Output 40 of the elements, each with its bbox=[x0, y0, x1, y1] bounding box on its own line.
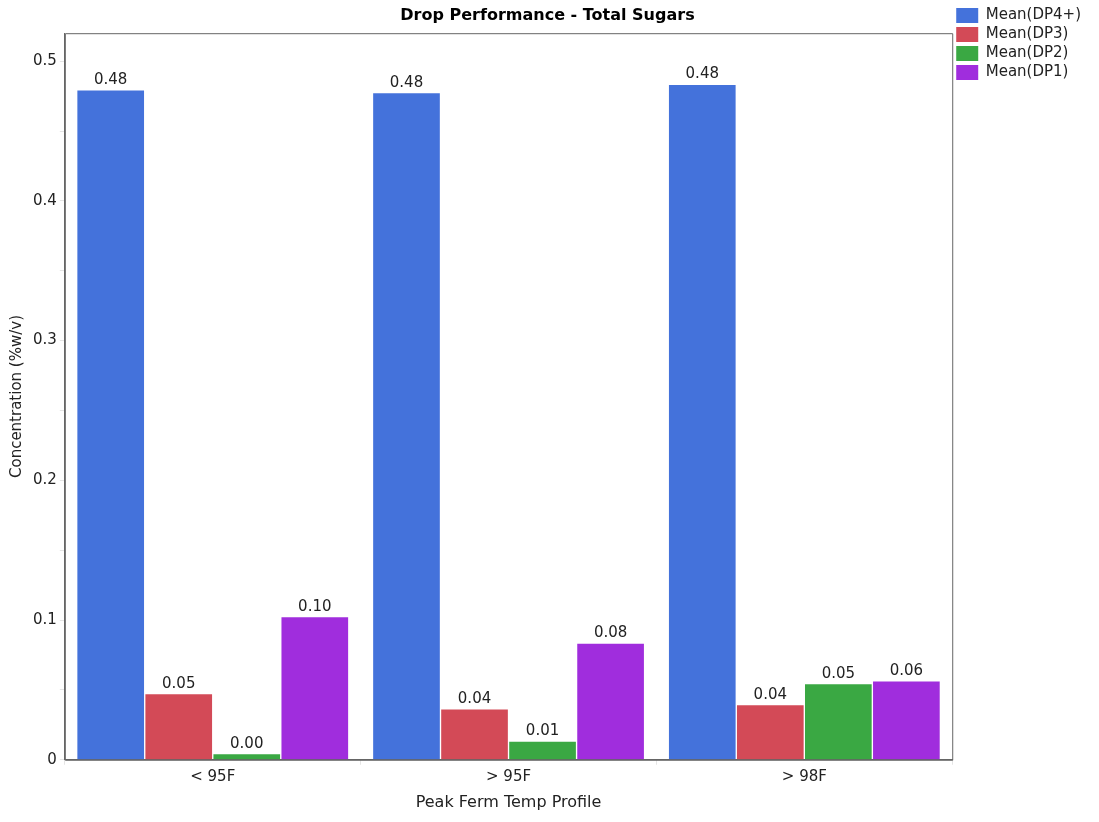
data-label: 0.10 bbox=[298, 596, 332, 615]
data-label: 0.48 bbox=[685, 64, 719, 83]
data-label: 0.05 bbox=[162, 673, 196, 692]
y-tick-label: 0 bbox=[47, 749, 57, 768]
x-axis-title: Peak Ferm Temp Profile bbox=[415, 791, 602, 811]
y-axis-title: Concentration (%w/v) bbox=[6, 314, 25, 479]
bar bbox=[77, 90, 145, 760]
data-label: 0.01 bbox=[525, 721, 560, 740]
data-label: 0.05 bbox=[821, 663, 856, 682]
bar bbox=[281, 617, 349, 760]
legend-label: Mean(DP4+) bbox=[985, 5, 1081, 24]
legend-label: Mean(DP3) bbox=[985, 24, 1069, 43]
bar bbox=[736, 705, 804, 760]
x-tick-label: > 98F bbox=[781, 766, 827, 785]
data-label: 0.48 bbox=[94, 69, 128, 88]
bar bbox=[873, 681, 940, 760]
y-tick-label: 0.4 bbox=[33, 190, 57, 209]
data-label: 0.08 bbox=[593, 623, 628, 642]
data-label: 0.00 bbox=[230, 733, 264, 752]
bar bbox=[668, 84, 736, 760]
bar bbox=[805, 684, 872, 760]
data-label: 0.06 bbox=[889, 660, 924, 679]
y-tick-label: 0.1 bbox=[33, 609, 57, 628]
x-tick-label: < 95F bbox=[190, 766, 236, 785]
y-tick-label: 0.3 bbox=[33, 330, 57, 349]
bar bbox=[577, 643, 644, 760]
y-tick-label: 0.5 bbox=[33, 51, 57, 70]
legend-label: Mean(DP2) bbox=[985, 43, 1069, 62]
data-label: 0.04 bbox=[753, 684, 788, 703]
bar bbox=[213, 754, 281, 760]
data-label: 0.48 bbox=[389, 72, 424, 91]
bar bbox=[145, 694, 213, 760]
bar bbox=[441, 709, 508, 760]
chart-title: Drop Performance - Total Sugars bbox=[400, 4, 695, 24]
bar bbox=[373, 93, 440, 760]
legend-label: Mean(DP1) bbox=[985, 62, 1069, 81]
bar bbox=[509, 741, 576, 760]
y-tick-label: 0.2 bbox=[33, 470, 57, 489]
x-tick-label: > 95F bbox=[486, 766, 532, 785]
data-label: 0.04 bbox=[457, 688, 492, 707]
